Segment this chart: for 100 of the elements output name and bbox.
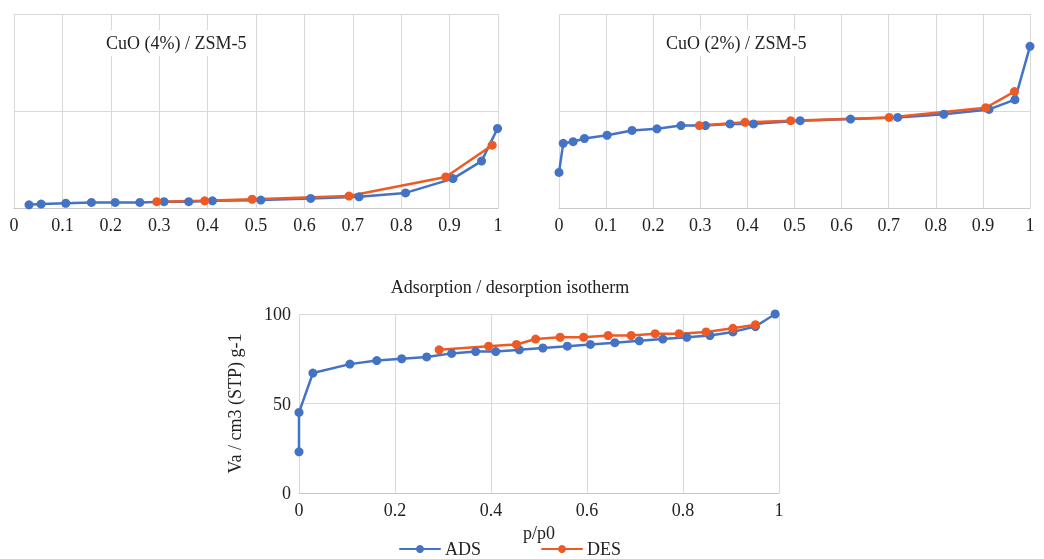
point: [207, 196, 217, 206]
y-tick-label: 50: [273, 393, 291, 414]
point: [401, 188, 411, 198]
point: [795, 116, 805, 126]
point: [634, 336, 644, 346]
point: [306, 193, 316, 203]
point: [676, 121, 686, 131]
point: [135, 197, 145, 207]
point: [256, 195, 266, 205]
point: [555, 332, 565, 342]
x-tick-label: 0.4: [196, 215, 219, 235]
point: [200, 196, 210, 206]
point: [558, 138, 568, 148]
y-axis-title: Va / cm3 (STP) g-1: [225, 333, 246, 474]
point: [1010, 95, 1020, 105]
point: [511, 339, 521, 349]
point: [294, 407, 304, 417]
point: [579, 133, 589, 143]
point: [770, 309, 780, 319]
point: [493, 123, 503, 133]
point: [247, 194, 257, 204]
point: [538, 343, 548, 353]
point: [602, 130, 612, 140]
x-tick-label: 0: [554, 215, 564, 235]
point: [477, 156, 487, 166]
point: [491, 347, 501, 357]
point: [86, 197, 96, 207]
x-tick-label: 0.4: [479, 500, 503, 520]
point: [626, 330, 636, 340]
x-tick-label: 1: [493, 215, 503, 235]
point: [579, 332, 589, 342]
x-tick-label: 0.7: [341, 215, 365, 235]
point: [627, 125, 637, 135]
point: [740, 117, 750, 127]
point: [61, 198, 71, 208]
x-tick-label: 0: [294, 500, 304, 520]
x-tick-label: 0.1: [594, 215, 618, 235]
x-tick-label: 0.3: [689, 215, 712, 235]
point: [893, 112, 903, 122]
point: [939, 109, 949, 119]
point: [152, 197, 162, 207]
point: [884, 112, 894, 122]
point: [441, 172, 451, 182]
point: [674, 329, 684, 339]
x-tick-label: 0.9: [438, 215, 461, 235]
x-tick-label: 0.1: [51, 215, 74, 235]
point: [294, 447, 304, 457]
x-tick-label: 0.5: [244, 215, 268, 235]
point: [603, 330, 613, 340]
point: [650, 329, 660, 339]
x-tick-label: 0.8: [389, 215, 413, 235]
x-axis-title: p/p0: [522, 522, 556, 543]
point: [562, 341, 572, 351]
x-tick-label: 0.3: [147, 215, 171, 235]
x-tick-label: 1: [774, 500, 784, 520]
point: [694, 121, 704, 131]
point: [110, 197, 120, 207]
x-tick-label: 0.8: [924, 215, 948, 235]
y-tick-label: 0: [282, 483, 291, 503]
point: [345, 359, 355, 369]
point: [372, 356, 382, 366]
x-tick-label: 0.7: [877, 215, 900, 235]
x-tick-label: 0.4: [736, 215, 759, 235]
x-tick-label: 0.8: [671, 500, 695, 520]
point: [749, 119, 759, 129]
point: [36, 199, 46, 209]
x-tick-label: 0.6: [575, 500, 599, 520]
y-tick-label: 100: [264, 304, 291, 324]
x-tick-label: 0.2: [383, 500, 407, 520]
point: [397, 354, 407, 364]
point: [725, 119, 735, 129]
x-tick-label: 0.6: [830, 215, 853, 235]
chart-title: CuO (2%) / ZSM-5: [666, 33, 807, 54]
legend-label: ADS: [444, 539, 482, 559]
point: [1009, 87, 1019, 97]
point: [447, 348, 457, 358]
legend-label: DES: [587, 539, 622, 559]
point: [701, 327, 711, 337]
chart-title: Adsorption / desorption isotherm: [390, 277, 630, 297]
point: [682, 332, 692, 342]
point: [585, 339, 595, 349]
point: [846, 114, 856, 124]
x-tick-label: 0.2: [641, 215, 665, 235]
point: [568, 137, 578, 147]
point: [554, 167, 564, 177]
point: [354, 192, 364, 202]
x-tick-label: 0.6: [293, 215, 316, 235]
point: [786, 116, 796, 126]
x-tick-label: 1: [1025, 215, 1035, 235]
point: [610, 338, 620, 348]
point: [487, 140, 497, 150]
point: [658, 334, 668, 344]
point: [728, 323, 738, 333]
point: [434, 345, 444, 355]
chart-title: CuO (4%) / ZSM-5: [106, 33, 247, 54]
point: [471, 347, 481, 357]
x-tick-label: 0.5: [783, 215, 806, 235]
point: [184, 197, 194, 207]
x-tick-label: 0: [9, 215, 19, 235]
point: [24, 200, 34, 210]
